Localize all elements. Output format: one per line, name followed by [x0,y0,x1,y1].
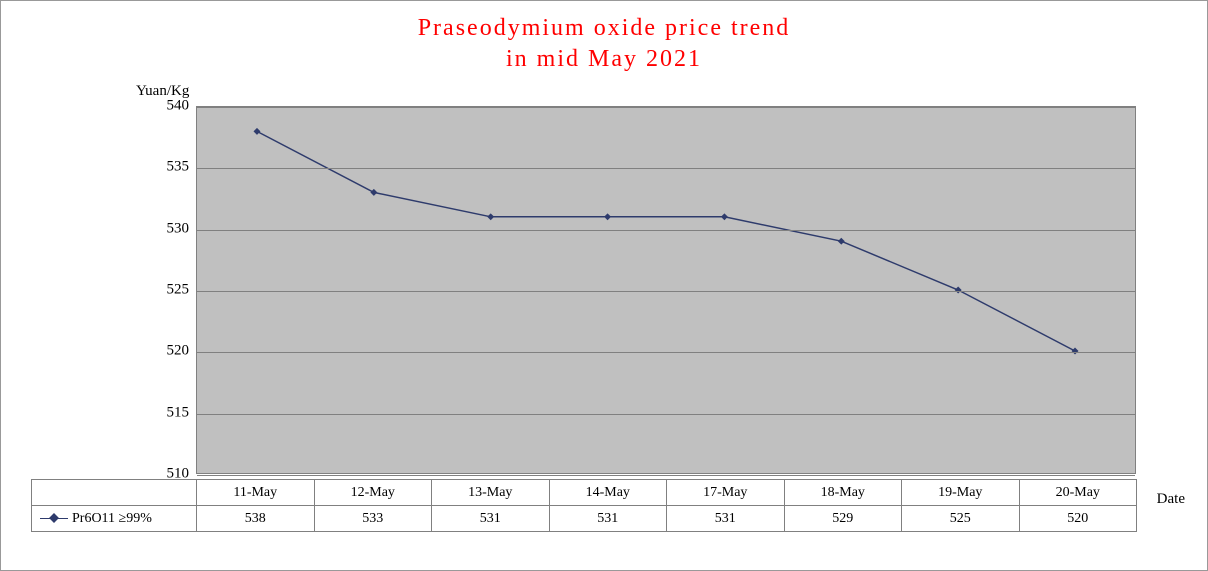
table-value-cell: 520 [1019,506,1137,532]
gridline [197,168,1135,169]
gridline [197,230,1135,231]
title-line-2: in mid May 2021 [1,44,1207,75]
table-value-cell: 533 [314,506,432,532]
table-header-cell: 13-May [432,480,550,506]
data-marker-icon [604,213,611,220]
table-data-row: Pr6O11 ≥99% 538533531531531529525520 [32,506,1137,532]
data-marker-icon [370,189,377,196]
gridline [197,107,1135,108]
table-header-cell: 19-May [902,480,1020,506]
table-header-cell: 18-May [784,480,902,506]
gridline [197,414,1135,415]
table-value-cell: 525 [902,506,1020,532]
y-tick-label: 510 [149,466,189,483]
table-header-cell: 17-May [667,480,785,506]
data-marker-icon [955,287,962,294]
data-table: 11-May12-May13-May14-May17-May18-May19-M… [31,479,1137,532]
chart-title: Praseodymium oxide price trend in mid Ma… [1,1,1207,75]
table-header-cell: 14-May [549,480,667,506]
table-header-row: 11-May12-May13-May14-May17-May18-May19-M… [32,480,1137,506]
y-tick-label: 530 [149,220,189,237]
y-tick-label: 525 [149,282,189,299]
table-header-cell: 12-May [314,480,432,506]
chart-container: Praseodymium oxide price trend in mid Ma… [0,0,1208,571]
y-tick-label: 515 [149,404,189,421]
x-axis-label: Date [1157,491,1185,508]
table-header-cell: 20-May [1019,480,1137,506]
data-marker-icon [721,213,728,220]
legend-empty-cell [32,480,197,506]
line-chart-svg [197,107,1135,473]
y-tick-label: 520 [149,343,189,360]
data-marker-icon [254,128,261,135]
table-value-cell: 531 [667,506,785,532]
table-value-cell: 531 [549,506,667,532]
gridline [197,291,1135,292]
data-marker-icon [1072,348,1079,355]
data-line [257,131,1075,351]
table-value-cell: 538 [197,506,315,532]
legend-marker-icon [40,514,68,522]
data-marker-icon [487,213,494,220]
gridline [197,352,1135,353]
title-line-1: Praseodymium oxide price trend [1,13,1207,44]
legend-cell: Pr6O11 ≥99% [32,506,197,532]
series-name: Pr6O11 ≥99% [72,511,152,526]
y-tick-label: 535 [149,159,189,176]
gridline [197,475,1135,476]
y-tick-label: 540 [149,98,189,115]
table-value-cell: 529 [784,506,902,532]
data-marker-icon [838,238,845,245]
plot-area [196,106,1136,474]
table-header-cell: 11-May [197,480,315,506]
table-value-cell: 531 [432,506,550,532]
